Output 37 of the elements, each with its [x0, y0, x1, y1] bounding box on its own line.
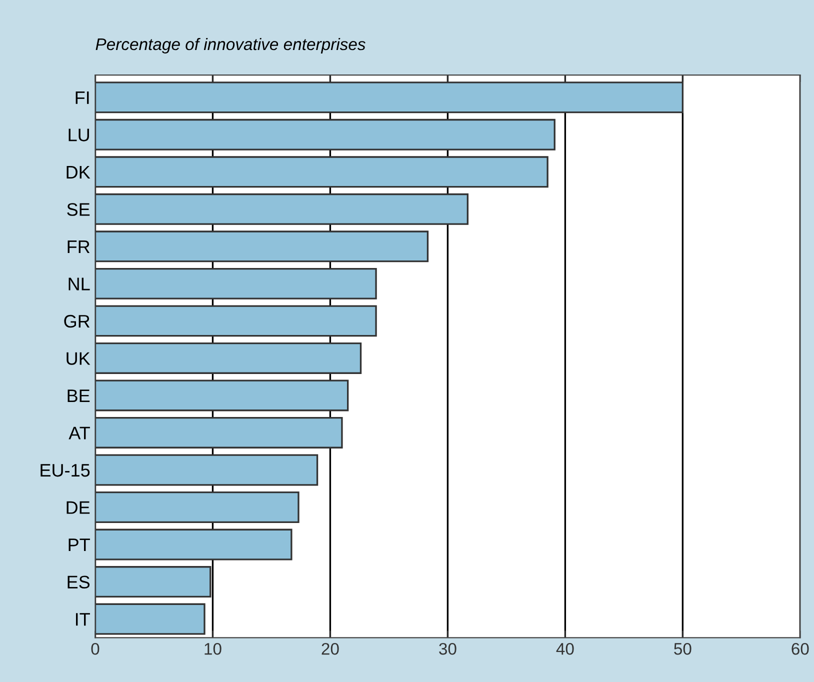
bar	[95, 528, 292, 560]
x-tick-label: 50	[674, 642, 692, 655]
y-tick-label: DE	[66, 501, 90, 514]
bar	[95, 603, 206, 635]
y-tick-label: DK	[66, 166, 90, 178]
y-tick-label: UK	[66, 352, 90, 365]
y-tick-label: IT	[76, 613, 90, 626]
bar	[95, 268, 377, 300]
y-tick-label: AT	[68, 426, 90, 440]
bar	[95, 492, 300, 523]
bar	[95, 380, 349, 412]
x-tick-label: 40	[556, 642, 574, 655]
y-tick-label: BE	[68, 390, 90, 402]
bar	[95, 156, 548, 188]
bar	[95, 193, 469, 225]
x-tick-label: 10	[204, 642, 222, 655]
x-tick-label: 0	[91, 642, 100, 655]
chart-title: Percentage of innovative enterprises	[96, 38, 366, 54]
y-tick-label: GR	[64, 314, 90, 328]
y-tick-label: NL	[68, 278, 90, 290]
y-tick-label: EU-15	[40, 464, 90, 477]
y-tick-label: PT	[68, 538, 90, 552]
bar	[95, 566, 212, 598]
y-tick-label: ES	[68, 576, 90, 588]
y-tick-label: FR	[68, 240, 90, 253]
y-tick-label: LU	[68, 128, 89, 142]
x-tick-label: 20	[322, 642, 339, 655]
x-tick-label: 60	[792, 642, 809, 655]
y-tick-label: FI	[76, 92, 89, 104]
bar	[95, 230, 429, 262]
y-tick-label: SE	[67, 203, 90, 216]
bar	[95, 342, 362, 374]
x-tick-label: 30	[439, 642, 456, 655]
bar	[95, 454, 318, 486]
bar	[95, 118, 556, 150]
bar	[95, 305, 377, 337]
bar	[95, 416, 343, 448]
